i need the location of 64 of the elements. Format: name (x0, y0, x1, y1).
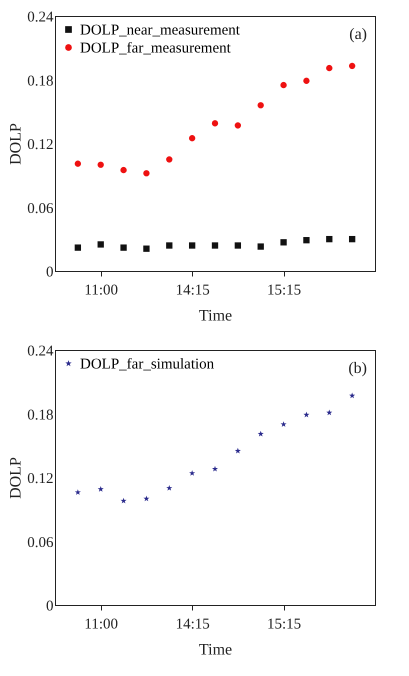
y-tick-label: 0.12 (27, 137, 54, 153)
x-tick-label: 14:15 (176, 616, 210, 632)
point (348, 236, 356, 242)
point (188, 242, 196, 249)
point (74, 244, 82, 251)
x-axis-title: Time (198, 642, 232, 658)
point (234, 448, 241, 454)
point (98, 241, 104, 248)
point (74, 160, 82, 167)
x-tick-label: 15:15 (266, 282, 302, 298)
point (258, 430, 264, 436)
point (280, 82, 287, 88)
point (212, 466, 218, 472)
point (74, 489, 81, 495)
point (258, 243, 264, 250)
y-tick-label: 0.18 (27, 73, 54, 90)
point (166, 242, 172, 249)
point (326, 410, 332, 416)
point (120, 498, 127, 504)
point (348, 62, 356, 70)
point (280, 421, 287, 427)
point (212, 242, 218, 249)
point (166, 484, 172, 491)
y-tick-label: 0.06 (27, 534, 54, 551)
x-tick-label: 11:00 (84, 282, 118, 298)
point (349, 392, 356, 398)
y-tick-label: 0.18 (27, 407, 54, 424)
point (303, 78, 310, 84)
point (234, 242, 242, 249)
y-tick-label: 0.12 (27, 471, 54, 487)
point (120, 166, 127, 174)
point (98, 162, 104, 168)
y-tick-label: 0 (46, 264, 54, 280)
point (120, 244, 127, 251)
y-tick-label: 0.24 (27, 344, 54, 360)
point (234, 122, 242, 129)
x-tick-label: 11:00 (84, 616, 118, 632)
point (280, 239, 287, 246)
x-tick-label: 15:15 (266, 616, 302, 632)
annotation: (b) (348, 360, 367, 377)
point (143, 170, 150, 176)
point (258, 102, 264, 108)
annotation: (a) (349, 26, 367, 43)
point (143, 246, 150, 252)
point (326, 236, 332, 242)
point (303, 237, 310, 244)
point (188, 135, 196, 142)
legend-label: DOLP_near_measurement (80, 22, 241, 38)
legend-label: DOLP_far_measurement (80, 40, 232, 56)
x-tick-label: 14:15 (176, 282, 210, 298)
point (166, 156, 172, 163)
y-axis-title: DOLP (7, 457, 24, 499)
y-axis-title: DOLP (7, 123, 24, 165)
y-tick-label: 0 (46, 598, 54, 614)
point (326, 64, 332, 72)
x-axis-title: Time (198, 308, 232, 324)
point (212, 120, 218, 126)
y-tick-label: 0.06 (27, 200, 54, 217)
point (303, 412, 310, 418)
point (143, 496, 150, 502)
point (189, 470, 196, 476)
point (98, 486, 104, 492)
legend-label: DOLP_far_simulation (80, 356, 215, 372)
y-tick-label: 0.24 (27, 10, 54, 26)
